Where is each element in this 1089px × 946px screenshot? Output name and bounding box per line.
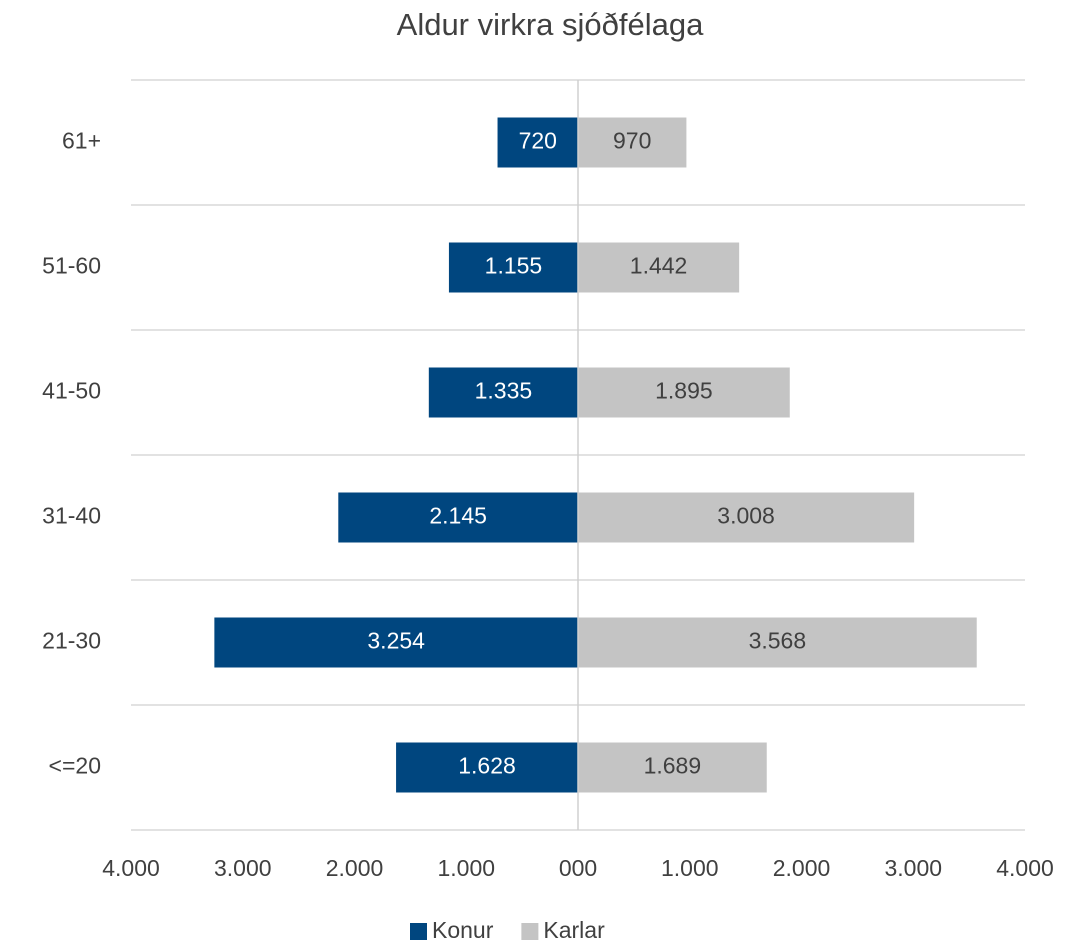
- x-tick-label: 4.000: [102, 855, 160, 881]
- bar: [214, 617, 579, 668]
- bar: [578, 367, 790, 418]
- data-label: 3.008: [717, 503, 775, 529]
- x-tick-label: 2.000: [773, 855, 831, 881]
- x-tick-label: 4.000: [996, 855, 1054, 881]
- legend-swatch: [521, 923, 539, 940]
- data-label: 1.895: [655, 378, 713, 404]
- data-label: 3.568: [749, 628, 807, 654]
- y-tick-label: 41-50: [42, 378, 101, 404]
- data-label: 1.442: [630, 253, 688, 279]
- bar: [338, 492, 578, 543]
- data-label: 1.335: [475, 378, 533, 404]
- bar: [578, 742, 767, 793]
- data-label: 1.628: [458, 753, 516, 779]
- y-tick-label: 21-30: [42, 628, 101, 654]
- data-label: 720: [519, 128, 557, 154]
- bar: [578, 117, 687, 168]
- legend-label: Konur: [432, 917, 494, 943]
- bar: [448, 242, 578, 293]
- x-tick-label: 1.000: [661, 855, 719, 881]
- bar: [578, 617, 977, 668]
- data-label: 2.145: [429, 503, 487, 529]
- y-tick-label: 61+: [62, 128, 101, 154]
- y-tick-label: <=20: [49, 753, 101, 779]
- y-tick-label: 31-40: [42, 503, 101, 529]
- x-tick-label: 3.000: [884, 855, 942, 881]
- y-tick-label: 51-60: [42, 253, 101, 279]
- x-tick-label: 2.000: [326, 855, 384, 881]
- legend-label: Karlar: [543, 917, 605, 943]
- x-tick-label: 3.000: [214, 855, 272, 881]
- bar: [578, 242, 740, 293]
- chart-title: Aldur virkra sjóðfélaga: [397, 7, 704, 42]
- bar: [396, 742, 578, 793]
- data-label: 3.254: [367, 628, 425, 654]
- legend-swatch: [410, 923, 427, 940]
- bar: [578, 492, 915, 543]
- bar: [497, 117, 578, 168]
- data-label: 1.155: [485, 253, 543, 279]
- data-label: 970: [613, 128, 651, 154]
- bar: [428, 367, 578, 418]
- x-tick-label: 000: [559, 855, 597, 881]
- data-label: 1.689: [644, 753, 702, 779]
- x-tick-label: 1.000: [437, 855, 495, 881]
